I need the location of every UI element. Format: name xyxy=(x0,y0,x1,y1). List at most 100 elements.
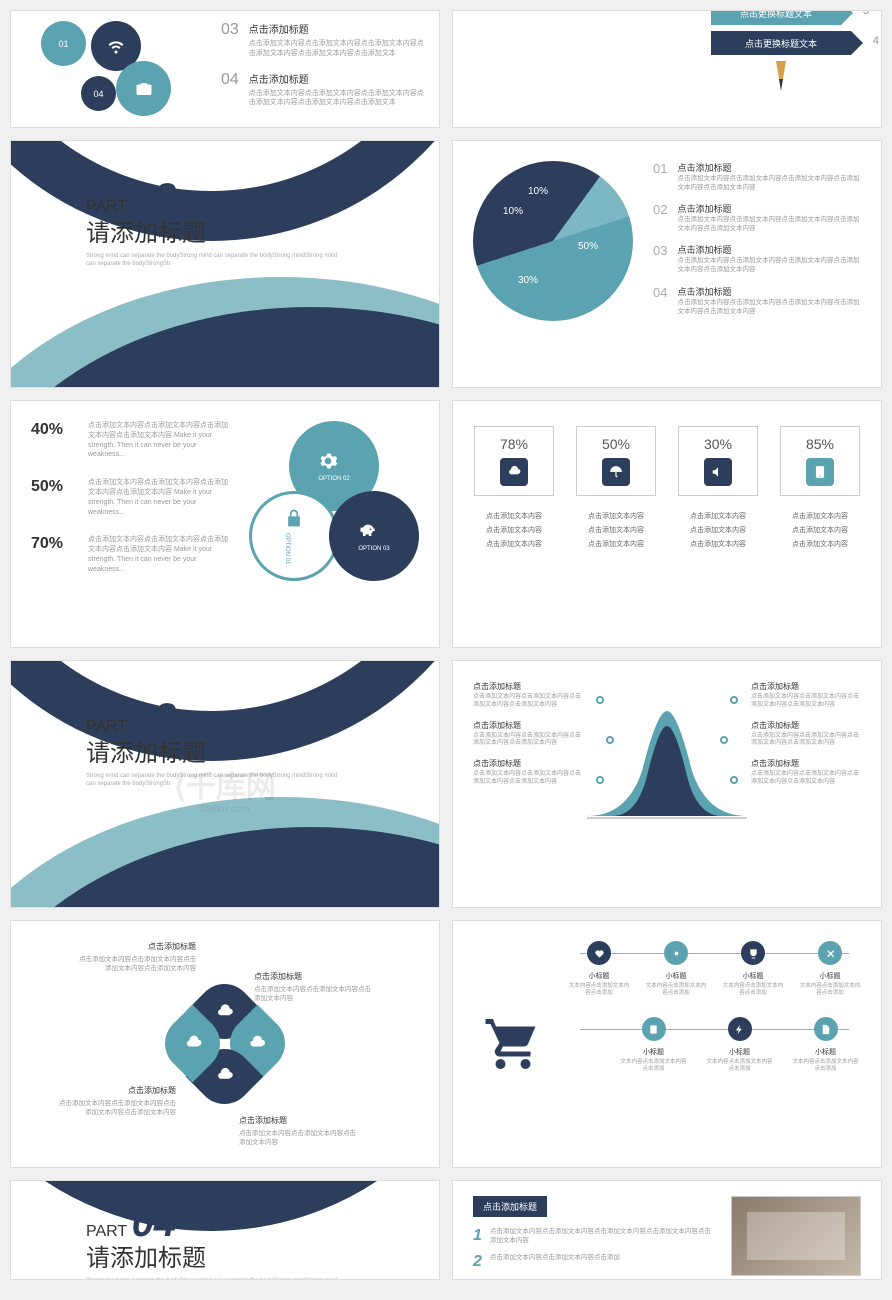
item-title: 点击添加标题 xyxy=(751,720,861,731)
speaker-icon xyxy=(704,458,732,486)
tl-desc: 文本内容点击添加文本内容点击添加 xyxy=(790,1059,861,1073)
list-item: 04点击添加标题点击添加文本内容点击添加文本内容点击添加文本内容点击添加文本内容… xyxy=(653,285,861,316)
item-desc: 点击添加文本内容点击添加文本内容点击添加文本内容点击添加文本内容点击添加文本内容… xyxy=(249,39,429,59)
cart-icon-wrap xyxy=(473,941,553,1147)
part-subtitle: Strong mind can separate the bodyStrong … xyxy=(86,253,346,269)
item-title: 点击添加标题 xyxy=(76,941,196,952)
item-desc: 点击添加文本内容点击添加文本内容点击添加文本内容点击添加文本内容 xyxy=(751,771,861,787)
list-item: 2点击添加文本内容点击添加文本内容点击添加 xyxy=(473,1253,716,1271)
cup-icon xyxy=(741,941,765,965)
bell-marker xyxy=(730,776,738,784)
arrow-item: 点击更换标题文本4 xyxy=(711,31,851,55)
timeline-item: 小标题文本内容点击添加文本内容点击添加 xyxy=(704,1017,775,1073)
item-title: 点击添加标题 xyxy=(473,720,583,731)
lock-icon xyxy=(284,508,304,528)
gear-icon xyxy=(664,941,688,965)
bell-chart xyxy=(591,681,743,831)
list-item: 点击添加标题点击添加文本内容点击添加文本内容点击添加文本内容点击添加文本内容 xyxy=(751,758,861,787)
tl-desc: 文本内容点击添加文本内容点击添加 xyxy=(568,983,630,997)
photo-placeholder xyxy=(731,1196,861,1276)
item-title: 点击添加标题 xyxy=(751,758,861,769)
cloud-icon xyxy=(249,1035,267,1053)
item-number: 04 xyxy=(653,285,667,316)
pie-slice-label: 10% xyxy=(503,206,523,217)
item-title: 点击添加标题 xyxy=(254,971,374,982)
pie-chart: 10% 10% 50% 30% xyxy=(473,161,633,321)
percent-value: 40% xyxy=(31,421,76,439)
part-title: 请添加标题 xyxy=(86,213,439,248)
blob-camera xyxy=(116,61,171,116)
item-number: 2 xyxy=(473,1253,482,1271)
item-title: 点击添加标题 xyxy=(249,71,429,86)
percent-desc: 点击添加文本内容点击添加文本内容点击添加文本内容点击添加文本内容 Make it… xyxy=(88,421,229,460)
item-number: 02 xyxy=(653,202,667,233)
slide-part-02: PART 02 请添加标题 Strong mind can separate t… xyxy=(10,140,440,388)
slide-stat-boxes: 78% 点击添加文本内容点击添加文本内容点击添加文本内容 50% 点击添加文本内… xyxy=(452,400,882,648)
item-title: 点击添加标题 xyxy=(677,285,861,298)
gear-icon xyxy=(318,451,338,471)
cloud-icon xyxy=(184,1035,202,1053)
item-number: 03 xyxy=(653,243,667,274)
slide-blobs: 01 04 03 点击添加标题 点击添加文本内容点击添加文本内容点击添加文本内容… xyxy=(10,10,440,128)
cloud-icon xyxy=(500,458,528,486)
watermark-url: 588ku.com xyxy=(201,804,250,815)
tl-desc: 文本内容点击添加文本内容点击添加 xyxy=(799,983,861,997)
part-subtitle: Strong mind can separate the bodyStrong … xyxy=(86,1278,346,1280)
tl-title: 小标题 xyxy=(704,1047,775,1057)
item-desc: 点击添加文本内容点击添加文本内容点击添加文本内容点击添加文本内容 xyxy=(751,733,861,749)
numbered-list: 点击添加标题 1点击添加文本内容点击添加文本内容点击添加文本内容点击添加文本内容… xyxy=(473,1196,716,1264)
wifi-icon xyxy=(107,37,125,55)
item-desc: 点击添加文本内容点击添加文本内容点击添加文本内容点击添加文本内容点击添加文本内容… xyxy=(249,89,429,109)
bell-curve-graphic xyxy=(587,701,747,821)
item-number: 1 xyxy=(473,1227,482,1245)
tl-desc: 文本内容点击添加文本内容点击添加 xyxy=(704,1059,775,1073)
bell-marker xyxy=(720,736,728,744)
pencil-arrows: 点击更换标题文本2 点击更换标题文本3 点击更换标题文本4 xyxy=(711,10,851,91)
stat-box: 50% xyxy=(576,426,656,496)
item-desc: 点击添加文本内容点击添加文本内容点击添加文本内容点击添加文本内容点击添加文本内容 xyxy=(677,256,861,274)
arrow-number: 3 xyxy=(863,10,869,17)
item-title: 点击添加标题 xyxy=(473,681,583,692)
slide-part-04: PART 04 请添加标题 Strong mind can separate t… xyxy=(10,1180,440,1280)
stat-line: 点击添加文本内容 xyxy=(678,525,758,535)
slide-bell-curve: 点击添加标题点击添加文本内容点击添加文本内容点击添加文本内容点击添加文本内容 点… xyxy=(452,660,882,908)
bell-marker xyxy=(730,696,738,704)
percent-value: 50% xyxy=(31,478,76,496)
item-title: 点击添加标题 xyxy=(473,758,583,769)
stat-line: 点击添加文本内容 xyxy=(576,511,656,521)
list-item: 03点击添加标题点击添加文本内容点击添加文本内容点击添加文本内容点击添加文本内容… xyxy=(653,243,861,274)
item-desc: 点击添加文本内容点击添加文本内容点击添加文本内容点击添加文本内容点击添加文本内容 xyxy=(677,174,861,192)
blob-diagram: 01 04 xyxy=(21,21,201,121)
item-title: 点击添加标题 xyxy=(56,1085,176,1096)
venn-circle: OPTION 01 xyxy=(249,491,339,581)
arrow-item: 点击更换标题文本3 xyxy=(711,10,841,25)
list-item: 1点击添加文本内容点击添加文本内容点击添加文本内容点击添加文本内容点击添加文本内… xyxy=(473,1227,716,1245)
umbrella-icon xyxy=(602,458,630,486)
list-item: 点击添加标题点击添加文本内容点击添加文本内容点击添加文本内容点击添加文本内容 xyxy=(473,720,583,749)
stat-column: 78% 点击添加文本内容点击添加文本内容点击添加文本内容 xyxy=(474,426,554,622)
petal-text: 点击添加标题点击添加文本内容点击添加文本内容点击添加文本内容点击添加文本内容 xyxy=(56,1085,176,1117)
item-title: 点击添加标题 xyxy=(239,1115,359,1126)
tl-title: 小标题 xyxy=(722,971,784,981)
timeline-item: 小标题文本内容点击添加文本内容点击添加 xyxy=(618,1017,689,1073)
percent-row: 40% 点击添加文本内容点击添加文本内容点击添加文本内容点击添加文本内容 Make… xyxy=(31,421,229,460)
pie-slice-label: 50% xyxy=(578,241,598,252)
stat-column: 85% 点击添加文本内容点击添加文本内容点击添加文本内容 xyxy=(780,426,860,622)
tl-title: 小标题 xyxy=(790,1047,861,1057)
timeline-item: 小标题文本内容点击添加文本内容点击添加 xyxy=(722,941,784,997)
stat-box: 85% xyxy=(780,426,860,496)
cloud-icon xyxy=(216,1003,234,1021)
list-item: 点击添加标题点击添加文本内容点击添加文本内容点击添加文本内容点击添加文本内容 xyxy=(751,720,861,749)
item-title: 点击添加标题 xyxy=(751,681,861,692)
pie-slice-label: 30% xyxy=(518,275,538,286)
percent-desc: 点击添加文本内容点击添加文本内容点击添加文本内容点击添加文本内容 Make it… xyxy=(88,478,229,517)
percent-value: 70% xyxy=(31,535,76,553)
slide-timeline: 小标题文本内容点击添加文本内容点击添加 小标题文本内容点击添加文本内容点击添加 … xyxy=(452,920,882,1168)
list-item: 03 点击添加标题 点击添加文本内容点击添加文本内容点击添加文本内容点击添加文本… xyxy=(221,21,429,59)
bell-marker xyxy=(596,776,604,784)
blob-01: 01 xyxy=(41,21,86,66)
timeline-item: 小标题文本内容点击添加文本内容点击添加 xyxy=(799,941,861,997)
pie-slice-label: 10% xyxy=(528,186,548,197)
venn-circle: OPTION 03 xyxy=(329,491,419,581)
item-desc: 点击添加文本内容点击添加文本内容点击添加文本内容点击添加文本内容 xyxy=(473,771,583,787)
